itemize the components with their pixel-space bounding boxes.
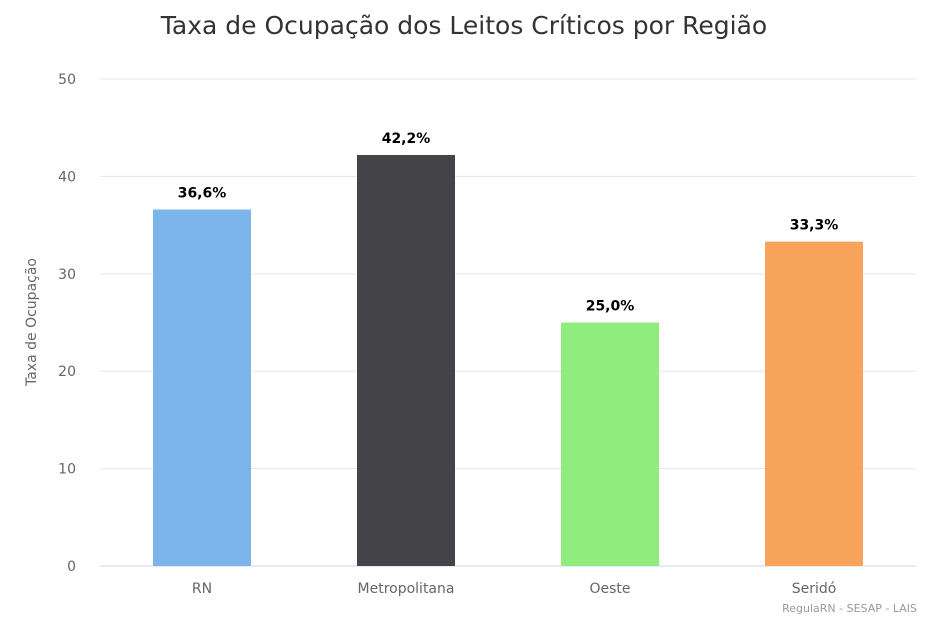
- x-tick-label: Seridó: [792, 581, 837, 597]
- data-label: 33,3%: [790, 218, 839, 234]
- y-tick-label: 30: [58, 267, 76, 283]
- y-tick-label: 0: [67, 559, 76, 575]
- data-label: 36,6%: [178, 186, 227, 202]
- x-tick-label: Oeste: [589, 581, 630, 597]
- bar-rn[interactable]: [153, 209, 251, 567]
- bars: 36,6% 42,2% 25,0% 33,3%: [153, 131, 863, 567]
- bar-oeste[interactable]: [561, 322, 659, 567]
- y-axis-label: Taxa de Ocupação: [24, 258, 40, 387]
- y-tick-label: 10: [58, 462, 76, 478]
- y-tick-label: 20: [58, 364, 76, 380]
- x-tick-label: Metropolitana: [358, 581, 455, 597]
- y-tick-label: 50: [58, 72, 76, 88]
- y-tick-label: 40: [58, 169, 76, 185]
- x-axis: RN Metropolitana Oeste Seridó: [192, 581, 836, 597]
- data-label: 25,0%: [586, 299, 635, 315]
- data-label: 42,2%: [382, 131, 431, 147]
- chart-title: Taxa de Ocupação dos Leitos Críticos por…: [160, 11, 767, 40]
- x-tick-label: RN: [192, 581, 212, 597]
- credits[interactable]: RegulaRN - SESAP - LAIS: [782, 602, 917, 615]
- bar-metropolitana[interactable]: [357, 154, 455, 567]
- y-axis: 0 10 20 30 40 50: [58, 72, 76, 575]
- bar-seridó[interactable]: [765, 241, 863, 566]
